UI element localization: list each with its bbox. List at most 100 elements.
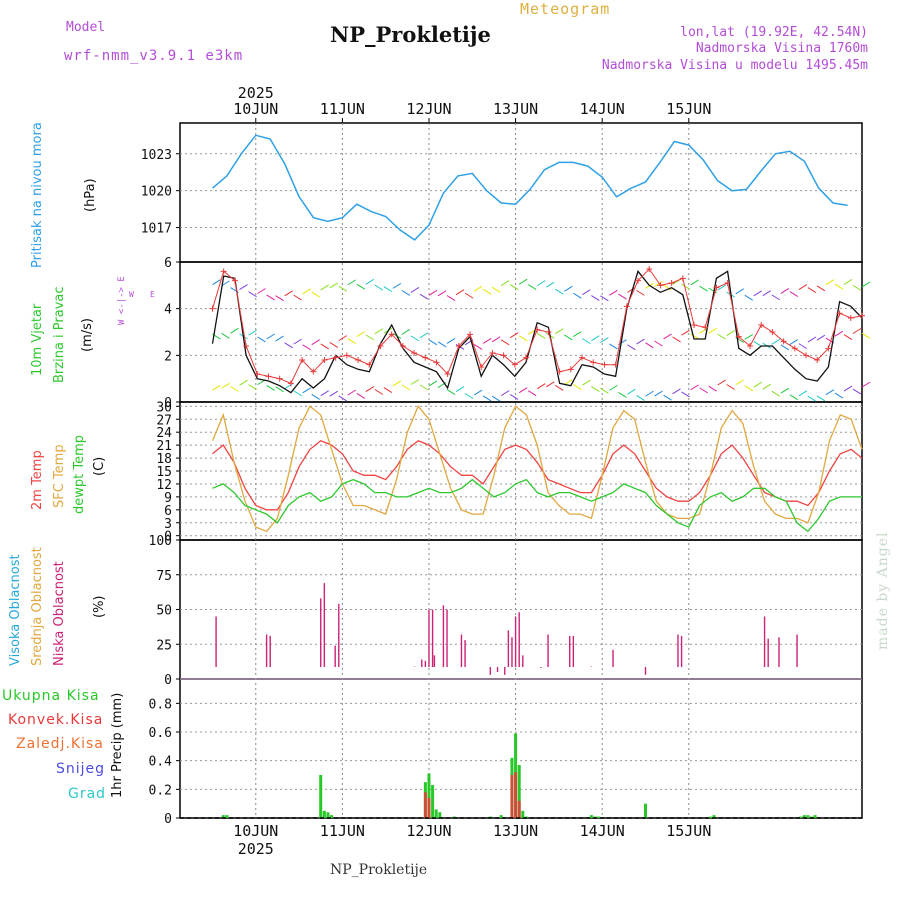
- total-rain-bar: [597, 816, 601, 818]
- wind-barb: [401, 290, 411, 296]
- wind-barb: [284, 383, 293, 390]
- wind-gust-marker: [433, 359, 440, 366]
- wind-barb: [555, 328, 564, 335]
- wind-barb: [221, 382, 230, 389]
- legend-snow: Snijeg: [56, 761, 106, 777]
- wind-gust-marker: [377, 343, 384, 349]
- total-rain-bar: [221, 815, 225, 818]
- total-rain-bar: [322, 810, 326, 818]
- wind-barb: [464, 292, 474, 299]
- convective-rain-bar: [517, 800, 521, 818]
- y-tick-label: 0: [164, 396, 172, 411]
- wind-barb: [681, 391, 690, 398]
- wind-barb: [347, 279, 357, 286]
- wind-barb: [780, 288, 790, 294]
- y-tick-label: 0.8: [149, 697, 172, 712]
- wind-barb: [275, 335, 284, 342]
- wind-barb: [545, 381, 555, 388]
- wind-gust-marker: [769, 329, 776, 335]
- wind-barb: [789, 394, 799, 401]
- model-altitude-info: Nadmorska Visina u modelu 1495.45m: [601, 58, 868, 73]
- wind-gust-marker: [310, 368, 317, 375]
- y-tick-label: 21: [156, 439, 172, 454]
- meteogram-label: Meteogram: [520, 0, 611, 18]
- compass-w: W: [129, 290, 134, 299]
- wind-barb: [482, 337, 492, 344]
- wind-gust-marker: [825, 345, 832, 352]
- wind-barb: [239, 284, 248, 291]
- wind-barb: [509, 284, 519, 290]
- wind-barb: [573, 292, 582, 299]
- wind-barb: [482, 288, 492, 295]
- wind-barb: [591, 386, 600, 392]
- wind-barb: [744, 334, 753, 340]
- wind-barb: [284, 342, 293, 349]
- y-tick-label: 1020: [141, 185, 172, 200]
- y-tick-label: 24: [156, 426, 172, 441]
- y-tick-label: 50: [156, 604, 172, 619]
- wind-barb: [338, 395, 348, 402]
- bottom-date-label: 15JUN: [666, 822, 711, 840]
- wind-gust-marker: [321, 357, 328, 363]
- y-tick-label: 3: [164, 517, 172, 532]
- wind-gust-marker: [411, 350, 418, 356]
- wind-gust-marker: [523, 354, 530, 361]
- y-tick-label: 0.2: [149, 783, 172, 798]
- wind-barb: [681, 283, 690, 290]
- y-tick-label: 6: [164, 256, 172, 271]
- wind-gust-marker: [657, 282, 664, 289]
- wind-barb: [536, 383, 546, 390]
- wind-barb: [338, 285, 348, 292]
- wind-barb: [347, 389, 357, 396]
- wind-barb: [266, 385, 275, 391]
- temp-series-1: [211, 405, 863, 533]
- wind-barb: [527, 390, 537, 397]
- total-rain-bar: [427, 773, 431, 818]
- top-date-label: 10JUN: [233, 100, 278, 118]
- wind-barb: [744, 385, 753, 392]
- wind-barb: [419, 293, 429, 300]
- wind-barb: [491, 336, 501, 343]
- top-date-label: 14JUN: [580, 100, 625, 118]
- wind-gust-marker: [534, 326, 541, 333]
- wind-barb: [708, 385, 717, 392]
- wind-barb: [555, 288, 564, 295]
- wind-barb: [419, 384, 429, 391]
- wind-barb: [320, 343, 329, 350]
- wind-barb: [663, 394, 672, 401]
- wind-gust-marker: [724, 280, 731, 286]
- wind-gust-marker: [556, 368, 563, 375]
- wind-barb: [347, 338, 357, 344]
- wind-barb: [248, 291, 257, 298]
- wind-barb: [311, 291, 320, 298]
- wind-barb: [645, 342, 654, 349]
- wind-barb: [717, 333, 726, 340]
- wind-barb: [230, 386, 239, 392]
- wind-barb: [762, 383, 772, 390]
- wind-barb: [401, 384, 411, 391]
- top-date-label: 11JUN: [320, 100, 365, 118]
- wind-barb: [861, 381, 871, 388]
- wind-barb: [627, 286, 636, 293]
- temp-series-2: [212, 478, 862, 533]
- wind-barb: [383, 387, 393, 393]
- wind-barb: [609, 343, 618, 350]
- wind-barb: [482, 395, 492, 402]
- y-tick-label: 0: [164, 530, 172, 545]
- wind-barb: [446, 389, 456, 395]
- y-tick-label: 9: [164, 491, 172, 506]
- wind-barb: [564, 379, 573, 386]
- wind-barb: [320, 390, 329, 397]
- bottom-date-label: 13JUN: [493, 822, 538, 840]
- wind-barb: [753, 290, 763, 297]
- convective-rain-bar: [423, 792, 427, 818]
- wind-barb: [383, 286, 393, 292]
- wind-gust-marker: [343, 352, 350, 359]
- convective-rain-bar: [510, 775, 514, 818]
- wind-gust-line: [212, 268, 863, 384]
- y-tick-label: 0.6: [149, 726, 172, 741]
- wind-gust-marker: [444, 371, 451, 377]
- convective-rain-bar: [514, 772, 518, 818]
- wind-barb: [230, 327, 239, 334]
- wind-barb: [555, 384, 564, 391]
